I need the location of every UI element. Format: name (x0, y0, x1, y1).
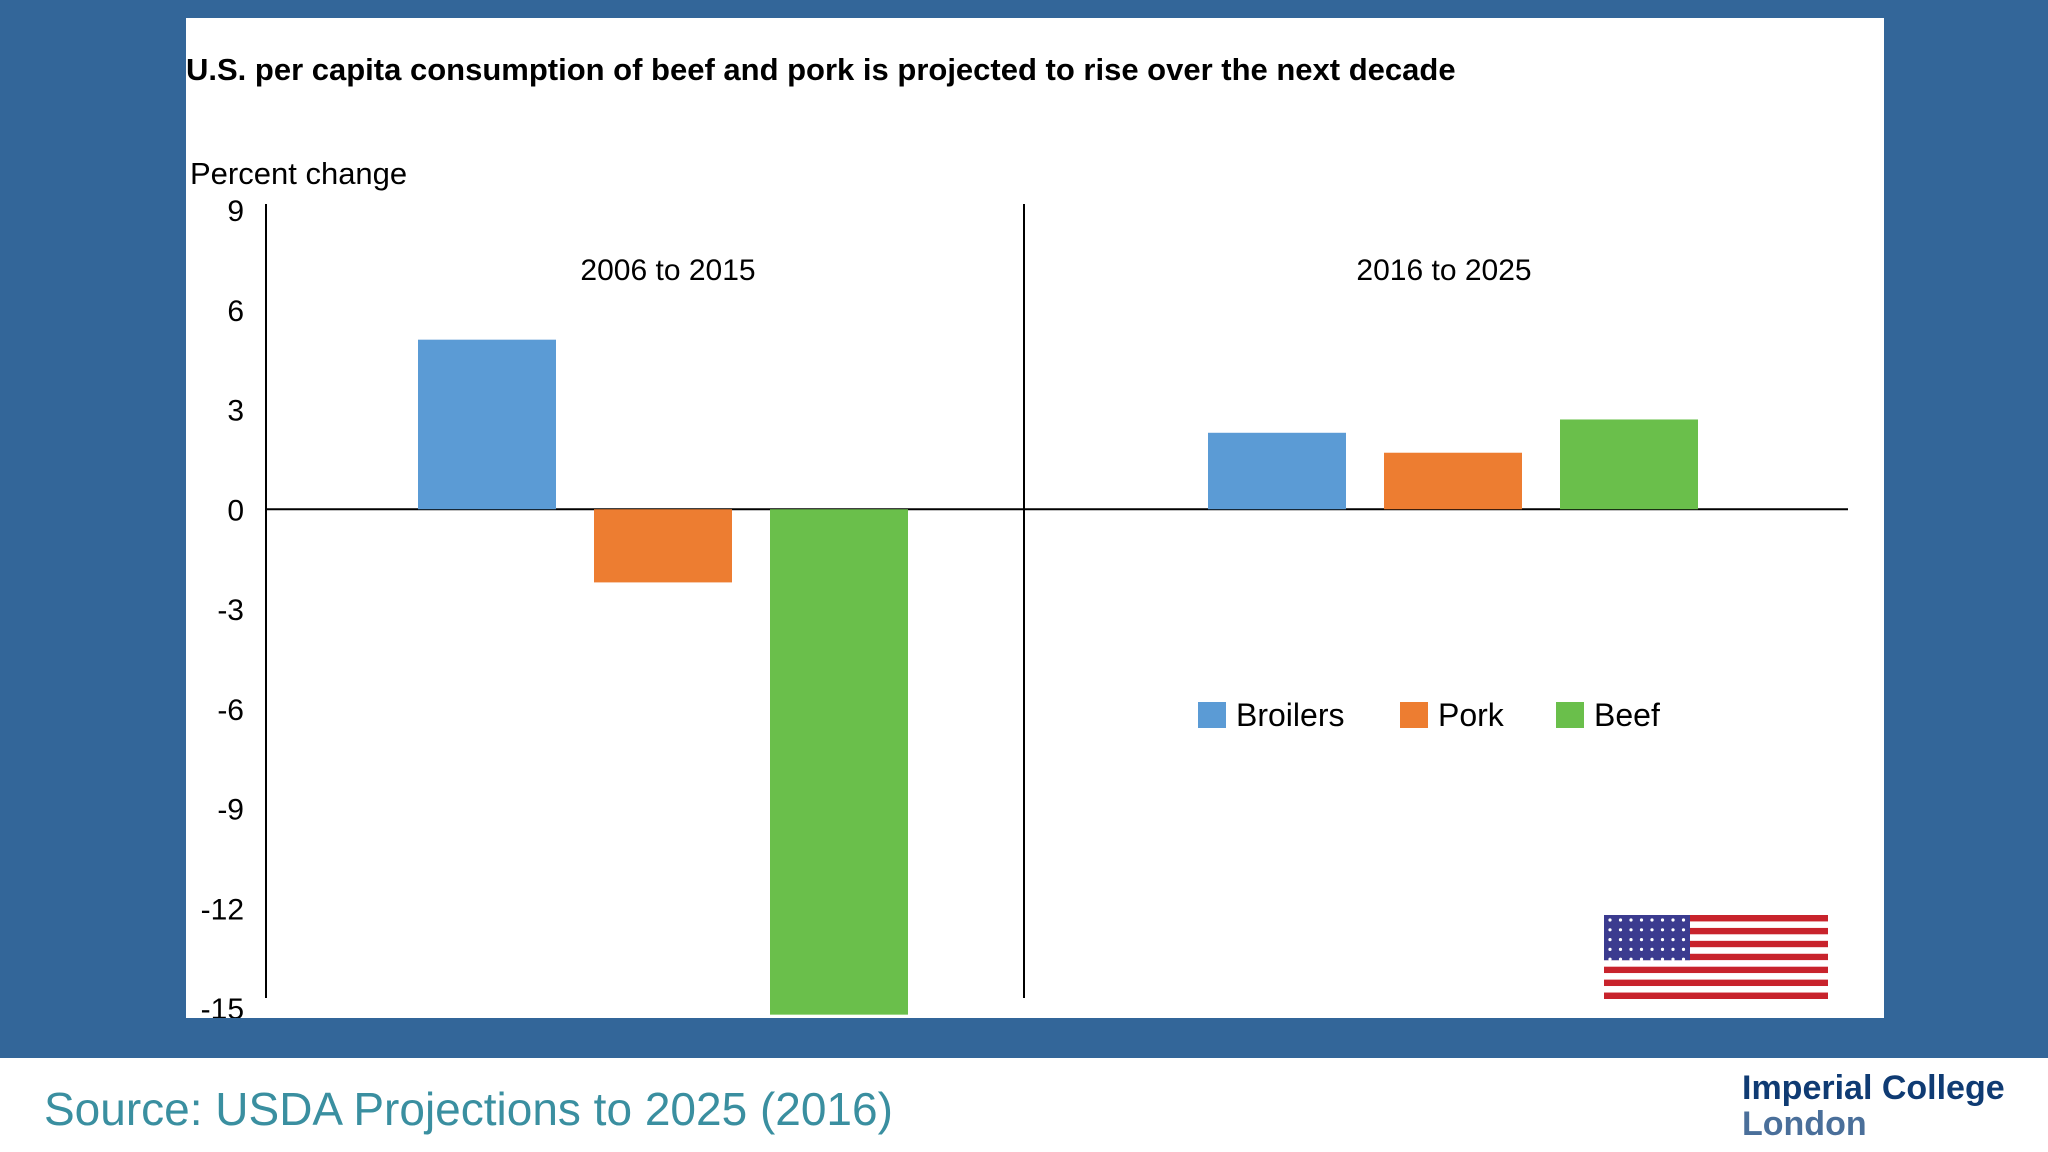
legend-label-pork: Pork (1438, 697, 1505, 733)
y-axis-label: Percent change (190, 156, 407, 191)
flag-star (1660, 938, 1665, 942)
flag-star (1650, 918, 1654, 922)
legend-swatch-pork (1400, 702, 1428, 728)
flag-star (1608, 957, 1612, 961)
bar-chart: U.S. per capita consumption of beef and … (186, 52, 1848, 1018)
flag-star (1639, 947, 1644, 952)
y-tick-label: -6 (217, 694, 244, 727)
flag-stripe (1604, 953, 1828, 961)
y-tick-label: -15 (201, 993, 244, 1018)
flag-stripe (1604, 960, 1828, 967)
flag-star (1639, 928, 1644, 932)
y-tick-label: -3 (217, 594, 244, 627)
flag-star (1639, 918, 1644, 922)
legend-swatch-broilers (1198, 702, 1226, 728)
bar-pork-2 (1384, 452, 1522, 510)
flag-stripe (1604, 986, 1828, 993)
flag-star (1681, 938, 1686, 942)
flag-star (1671, 928, 1675, 932)
chart-title: U.S. per capita consumption of beef and … (186, 52, 1456, 87)
flag-star (1608, 938, 1612, 942)
axes (265, 204, 1848, 998)
y-tick-label: -12 (201, 893, 244, 926)
legend-label-broilers: Broilers (1236, 697, 1344, 733)
y-tick-label: 3 (227, 395, 244, 428)
flag-star (1629, 918, 1633, 922)
legend-label-beef: Beef (1594, 697, 1660, 733)
bar-beef-1 (770, 509, 908, 1015)
flag-star (1608, 918, 1612, 922)
flag-stripe (1604, 940, 1828, 948)
flag-star (1671, 957, 1675, 961)
y-tick-label: 9 (227, 195, 244, 228)
flag-star (1660, 928, 1665, 932)
bar-beef-2 (1560, 419, 1698, 510)
flag-star (1629, 938, 1633, 942)
flag-star (1629, 947, 1633, 952)
category-label: 2016 to 2025 (1356, 254, 1531, 287)
flag-star (1650, 957, 1654, 961)
flag-stripe (1604, 915, 1828, 922)
legend: Broilers Pork Beef (1198, 697, 1660, 733)
flag-stripe (1604, 947, 1828, 954)
flag-star (1681, 957, 1686, 961)
flag-star (1618, 938, 1623, 942)
flag-star (1660, 957, 1665, 961)
us-flag-icon (1604, 915, 1828, 999)
imperial-college-logo: Imperial College London (1742, 1069, 2032, 1143)
bars (418, 339, 1698, 1015)
flag-star (1681, 918, 1686, 922)
bar-broilers-1 (418, 339, 556, 510)
flag-star (1671, 938, 1675, 942)
chart-panel: U.S. per capita consumption of beef and … (186, 18, 1884, 1018)
flag-star (1681, 947, 1686, 952)
y-ticks: 9 6 3 0 -3 -6 -9 -12 -15 (201, 195, 244, 1018)
source-caption: Source: USDA Projections to 2025 (2016) (44, 1083, 893, 1135)
flag-star (1608, 928, 1612, 932)
flag-star (1618, 957, 1623, 961)
flag-star (1660, 947, 1665, 952)
category-labels: 2006 to 2015 2016 to 2025 (580, 254, 1531, 287)
flag-stripe (1604, 992, 1828, 999)
y-tick-label: 0 (227, 494, 244, 527)
flag-star (1650, 928, 1654, 932)
flag-stripe (1604, 934, 1828, 941)
y-tick-label: 6 (227, 295, 244, 328)
legend-swatch-beef (1556, 702, 1584, 728)
flag-stripe (1604, 973, 1828, 980)
logo-line-2: London (1742, 1105, 1867, 1143)
bar-broilers-2 (1208, 432, 1346, 510)
flag-stripe (1604, 966, 1828, 974)
flag-star (1650, 938, 1654, 942)
flag-stripe (1604, 979, 1828, 987)
flag-canton (1604, 915, 1690, 961)
logo-line-1: Imperial College (1742, 1069, 2005, 1107)
flag-star (1629, 928, 1633, 932)
flag-star (1671, 918, 1675, 922)
flag-star (1681, 928, 1686, 932)
flag-star (1660, 918, 1665, 922)
bar-pork-1 (594, 509, 732, 583)
flag-star (1608, 947, 1612, 952)
flag-star (1618, 918, 1623, 922)
flag-star (1639, 938, 1644, 942)
flag-star (1650, 947, 1654, 952)
flag-star (1618, 928, 1623, 932)
flag-star (1629, 957, 1633, 961)
flag-star (1671, 947, 1675, 952)
flag-stripe (1604, 921, 1828, 928)
flag-star (1618, 947, 1623, 952)
flag-star (1639, 957, 1644, 961)
y-tick-label: -9 (217, 794, 244, 827)
flag-stripe (1604, 927, 1828, 935)
category-label: 2006 to 2015 (580, 254, 755, 287)
